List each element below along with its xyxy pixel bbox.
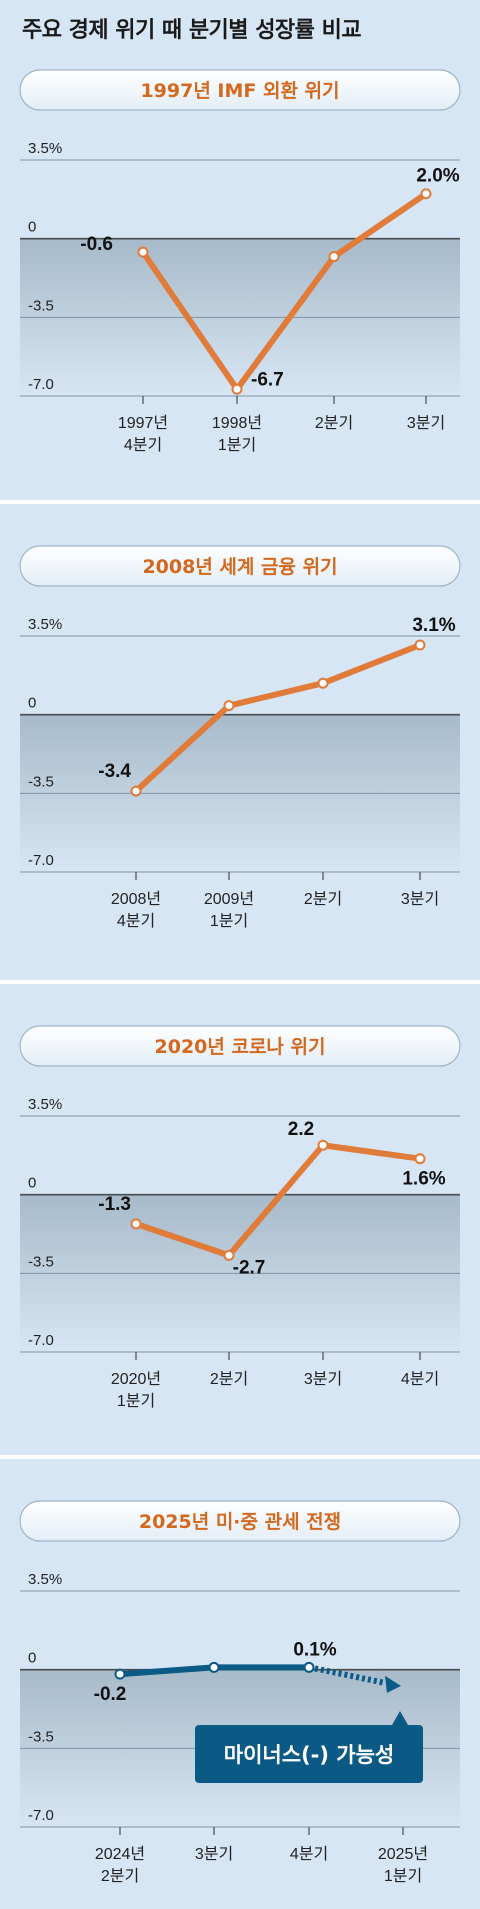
chart-title-pill <box>19 69 461 111</box>
x-tick-label: 2008년 <box>111 890 161 908</box>
data-point <box>208 1661 220 1673</box>
data-label: 0.1% <box>293 1639 336 1660</box>
x-tick-label: 2분기 <box>304 890 342 908</box>
data-point <box>414 639 426 651</box>
data-point <box>137 246 149 258</box>
panel-divider <box>0 980 480 984</box>
chart-title-pill <box>19 1500 461 1542</box>
y-tick-label: -3.5 <box>28 1728 54 1745</box>
data-point <box>420 188 432 200</box>
chart-title: 1997년 IMF 외환 위기 <box>140 80 339 102</box>
x-tick-label: 3분기 <box>304 1370 342 1388</box>
chart-svg: 2020년 코로나 위기 3.5% 0 -3.5 -7.0 2020년 1분기 2분기 3분기 4… <box>19 1025 461 1410</box>
panel-divider <box>0 1455 480 1459</box>
data-point <box>317 1139 329 1151</box>
chart-panel-imf-1997: 1997년 IMF 외환 위기 3.5% 0 -3.5 -7.0 1997년 4분기 1998… <box>0 62 480 497</box>
y-tick-label: -7.0 <box>28 376 54 393</box>
y-tick-label: 3.5% <box>28 616 62 633</box>
x-tick-label: 1분기 <box>384 1867 422 1885</box>
x-tick-label: 4분기 <box>124 436 162 454</box>
chart-svg: 2008년 세계 금융 위기 3.5% 0 -3.5 -7.0 2008년 4분기 2009년… <box>19 545 461 930</box>
x-tick-label: 2020년 <box>111 1370 161 1388</box>
data-point <box>130 1218 142 1230</box>
data-label: -6.7 <box>251 369 284 390</box>
x-tick-label: 3분기 <box>407 414 445 432</box>
data-point <box>231 383 243 395</box>
x-tick-label: 1분기 <box>218 436 256 454</box>
x-tick-label: 1분기 <box>210 912 248 930</box>
x-tick-label: 3분기 <box>401 890 439 908</box>
x-tick-label: 2024년 <box>95 1845 145 1863</box>
data-point <box>328 251 340 263</box>
x-tick-label: 2009년 <box>204 890 254 908</box>
page-title: 주요 경제 위기 때 분기별 성장률 비교 <box>22 18 362 43</box>
y-tick-label: 3.5% <box>28 140 62 157</box>
chart-svg: 1997년 IMF 외환 위기 3.5% 0 -3.5 -7.0 1997년 4분기 1998… <box>19 69 461 454</box>
x-tick-label: 2025년 <box>378 1845 428 1863</box>
series-line <box>133 641 423 795</box>
data-label: 2.2 <box>288 1119 314 1140</box>
series-line <box>140 190 429 393</box>
x-tick-label: 1분기 <box>117 1392 155 1410</box>
x-tick-label: 4분기 <box>290 1845 328 1863</box>
y-tick-label: 0 <box>28 219 36 236</box>
y-tick-label: -7.0 <box>28 1807 54 1824</box>
data-label: -1.3 <box>98 1194 131 1215</box>
projection-arrow-icon <box>385 1675 401 1693</box>
data-point <box>130 785 142 797</box>
x-tick-label: 3분기 <box>195 1845 233 1863</box>
data-point <box>303 1661 315 1673</box>
chart-title-pill <box>19 545 461 587</box>
callout-pointer <box>392 1711 408 1725</box>
callout-box <box>195 1725 423 1783</box>
y-tick-label: -3.5 <box>28 1253 54 1270</box>
data-label: 3.1% <box>412 615 455 636</box>
data-point <box>317 677 329 689</box>
y-tick-label: 0 <box>28 1650 36 1667</box>
chart-title: 2008년 세계 금융 위기 <box>142 556 337 578</box>
series-line <box>133 1142 423 1259</box>
y-tick-label: 3.5% <box>28 1571 62 1588</box>
data-point <box>223 1249 235 1261</box>
y-tick-label: 0 <box>28 695 36 712</box>
data-point <box>114 1668 126 1680</box>
chart-title: 2025년 미·중 관세 전쟁 <box>139 1511 341 1533</box>
x-tick-label: 2분기 <box>315 414 353 432</box>
y-tick-label: -7.0 <box>28 1332 54 1349</box>
x-tick-label: 4분기 <box>117 912 155 930</box>
chart-panel-corona-2020: 2020년 코로나 위기 3.5% 0 -3.5 -7.0 2020년 1분기 2분기 3분기 4… <box>0 1018 480 1453</box>
x-tick-label: 2분기 <box>101 1867 139 1885</box>
x-tick-label: 1998년 <box>212 414 262 432</box>
chart-title: 2020년 코로나 위기 <box>155 1036 326 1058</box>
x-tick-label: 1997년 <box>118 414 168 432</box>
data-point <box>414 1153 426 1165</box>
data-label: -0.6 <box>80 234 113 255</box>
data-label: -0.2 <box>94 1684 127 1705</box>
chart-panel-financial-2008: 2008년 세계 금융 위기 3.5% 0 -3.5 -7.0 2008년 4분기 2009년… <box>0 538 480 973</box>
y-tick-label: -3.5 <box>28 773 54 790</box>
data-label: -2.7 <box>233 1257 266 1278</box>
panel-divider <box>0 500 480 504</box>
x-tick-label: 2분기 <box>210 1370 248 1388</box>
data-label: 1.6% <box>402 1169 445 1190</box>
y-tick-label: -3.5 <box>28 297 54 314</box>
y-tick-label: -7.0 <box>28 852 54 869</box>
y-tick-label: 0 <box>28 1175 36 1192</box>
y-tick-label: 3.5% <box>28 1096 62 1113</box>
data-label: -3.4 <box>98 761 131 782</box>
chart-svg: 2025년 미·중 관세 전쟁 3.5% 0 -3.5 -7.0 2024년 2분기 3분기 4… <box>19 1500 461 1885</box>
x-tick-label: 4분기 <box>401 1370 439 1388</box>
chart-panel-tariff-2025: 2025년 미·중 관세 전쟁 3.5% 0 -3.5 -7.0 2024년 2분기 3분기 4… <box>0 1493 480 1909</box>
chart-title-pill <box>19 1025 461 1067</box>
data-label: 2.0% <box>416 166 459 187</box>
data-point <box>223 700 235 712</box>
callout-text: 마이너스(-) 가능성 <box>224 1743 394 1767</box>
